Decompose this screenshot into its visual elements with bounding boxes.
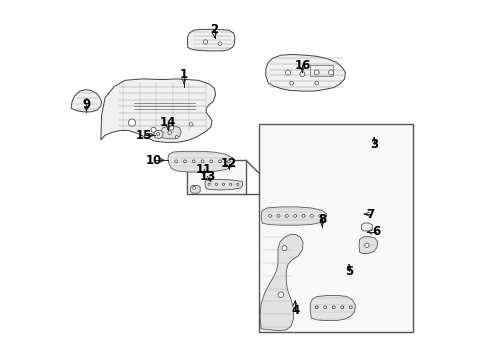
Circle shape — [157, 133, 160, 135]
Text: 8: 8 — [318, 213, 326, 226]
Circle shape — [230, 183, 232, 185]
Circle shape — [128, 119, 136, 126]
Polygon shape — [168, 151, 234, 172]
Circle shape — [315, 81, 318, 85]
Polygon shape — [266, 54, 345, 91]
Circle shape — [365, 243, 369, 247]
Circle shape — [315, 306, 318, 309]
Text: 16: 16 — [294, 59, 311, 72]
Bar — [259, 125, 413, 332]
Text: 13: 13 — [199, 170, 216, 183]
Circle shape — [215, 183, 218, 185]
Polygon shape — [191, 185, 200, 193]
Circle shape — [282, 246, 287, 251]
Polygon shape — [310, 296, 355, 320]
Text: 15: 15 — [136, 129, 152, 142]
Circle shape — [290, 81, 294, 85]
Polygon shape — [260, 234, 303, 330]
Polygon shape — [362, 223, 372, 231]
Text: 14: 14 — [160, 116, 176, 129]
Text: 1: 1 — [180, 68, 188, 81]
Circle shape — [286, 70, 291, 75]
Circle shape — [278, 292, 284, 298]
Circle shape — [190, 123, 193, 126]
Circle shape — [203, 40, 208, 44]
Circle shape — [269, 215, 271, 217]
Circle shape — [300, 72, 305, 77]
Circle shape — [219, 160, 221, 163]
Bar — [310, 65, 333, 76]
Circle shape — [193, 186, 196, 189]
Polygon shape — [101, 79, 216, 142]
Text: 4: 4 — [291, 305, 299, 318]
Circle shape — [192, 160, 195, 163]
Text: 3: 3 — [370, 138, 378, 150]
Circle shape — [349, 306, 352, 309]
Circle shape — [314, 70, 319, 75]
Circle shape — [218, 42, 221, 45]
Circle shape — [311, 215, 314, 217]
Circle shape — [285, 215, 288, 217]
Polygon shape — [205, 179, 243, 190]
Text: 5: 5 — [345, 265, 353, 278]
Circle shape — [84, 99, 89, 104]
Text: 12: 12 — [220, 157, 237, 170]
Circle shape — [294, 215, 296, 217]
Polygon shape — [161, 126, 181, 139]
Circle shape — [332, 306, 335, 309]
Circle shape — [170, 126, 173, 130]
Circle shape — [210, 160, 213, 163]
Polygon shape — [71, 90, 101, 112]
Text: 10: 10 — [146, 154, 162, 167]
Circle shape — [208, 183, 210, 185]
Text: 6: 6 — [372, 225, 380, 238]
Text: 9: 9 — [82, 98, 91, 111]
Circle shape — [175, 160, 177, 163]
Circle shape — [227, 160, 230, 163]
Polygon shape — [261, 207, 327, 225]
Circle shape — [277, 215, 280, 217]
Circle shape — [201, 160, 204, 163]
Polygon shape — [188, 30, 235, 51]
Circle shape — [222, 183, 224, 185]
Bar — [187, 160, 246, 194]
Circle shape — [183, 160, 186, 163]
Circle shape — [151, 127, 156, 132]
Text: 11: 11 — [196, 163, 212, 176]
Polygon shape — [154, 131, 163, 138]
Polygon shape — [359, 237, 378, 253]
Circle shape — [302, 215, 305, 217]
Circle shape — [341, 306, 343, 309]
Circle shape — [324, 306, 327, 309]
Circle shape — [329, 70, 334, 75]
Text: 2: 2 — [211, 23, 219, 36]
Circle shape — [237, 183, 239, 185]
Circle shape — [175, 135, 178, 138]
Circle shape — [319, 215, 322, 217]
Text: 7: 7 — [367, 208, 374, 221]
Circle shape — [168, 131, 172, 134]
